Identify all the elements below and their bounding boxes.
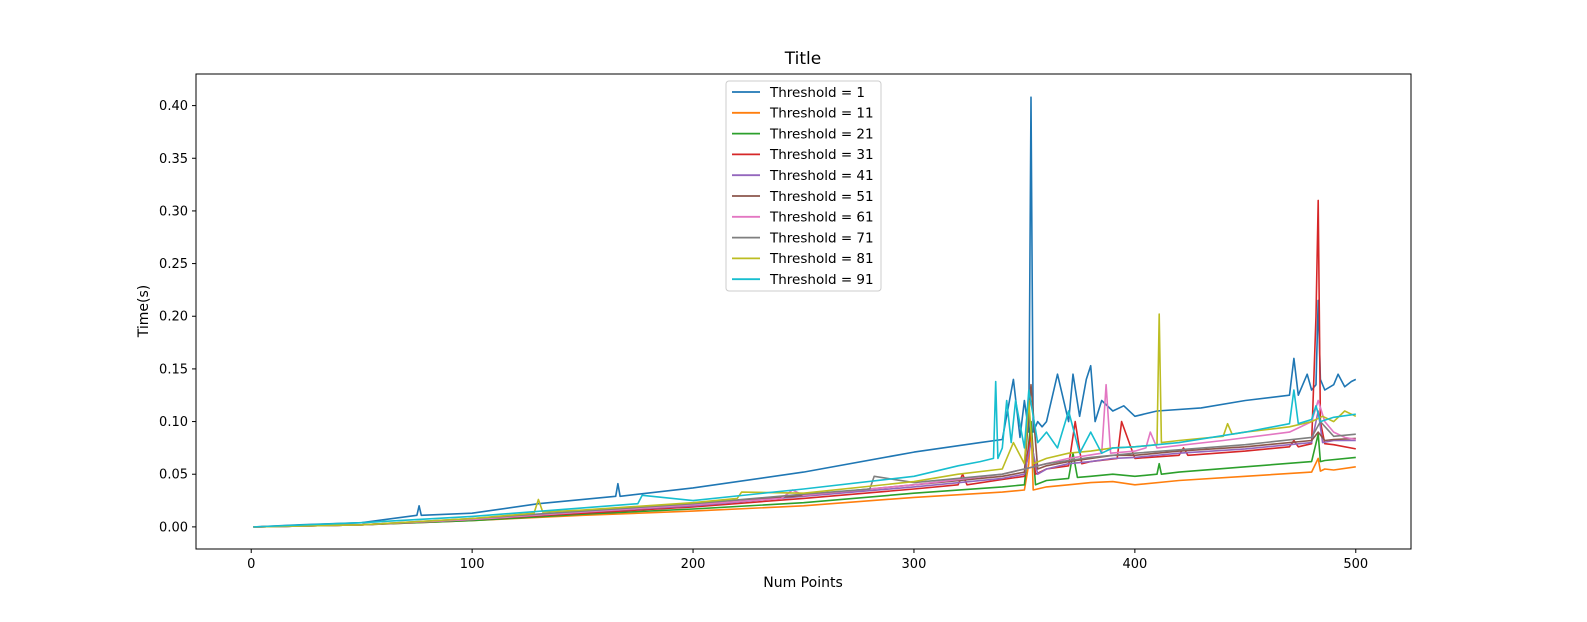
series-line-1 <box>253 420 1356 528</box>
y-axis: 0.00 0.05 0.10 0.15 0.20 0.25 0.30 0.35 0.40 <box>159 99 196 535</box>
x-tick-label: 500 <box>1343 557 1368 572</box>
y-tick-label: 0.10 <box>159 415 188 430</box>
plot-frame <box>195 73 1412 550</box>
legend-label: Threshold = 71 <box>769 230 874 246</box>
x-tick-label: 400 <box>1122 557 1147 572</box>
y-tick-label: 0.20 <box>159 310 188 325</box>
series-line-2 <box>253 420 1356 528</box>
legend-label: Threshold = 81 <box>769 251 874 267</box>
legend-label: Threshold = 21 <box>769 126 874 142</box>
legend-label: Threshold = 41 <box>769 168 874 184</box>
y-tick-label: 0.15 <box>159 362 188 377</box>
y-tick-label: 0.30 <box>159 204 188 219</box>
x-tick-label: 300 <box>902 557 927 572</box>
legend-frame <box>725 80 882 292</box>
legend-label: Threshold = 31 <box>769 147 874 163</box>
x-axis: 0 100 200 300 400 500 <box>247 549 1368 572</box>
y-tick-label: 0.40 <box>159 99 188 114</box>
x-axis-label: Num Points <box>763 575 843 591</box>
legend-label: Threshold = 61 <box>769 210 874 226</box>
y-axis-label: Time(s) <box>136 285 152 338</box>
x-tick-label: 0 <box>247 557 255 572</box>
y-tick-label: 0.05 <box>159 468 188 483</box>
legend-label: Threshold = 1 <box>769 85 865 101</box>
legend: Threshold = 1 Threshold = 11 Threshold = 2… <box>725 80 882 292</box>
y-tick-label: 0.35 <box>159 152 188 167</box>
chart-title: Title <box>784 49 821 69</box>
legend-label: Threshold = 91 <box>769 272 874 288</box>
series-line-9 <box>253 380 1356 528</box>
legend-label: Threshold = 11 <box>769 106 874 122</box>
series-line-7 <box>253 420 1356 528</box>
x-tick-label: 100 <box>460 557 485 572</box>
y-tick-label: 0.25 <box>159 257 188 272</box>
y-tick-label: 0.00 <box>159 520 188 535</box>
x-tick-label: 200 <box>681 557 706 572</box>
legend-label: Threshold = 51 <box>769 189 874 205</box>
plot-lines <box>253 96 1357 528</box>
